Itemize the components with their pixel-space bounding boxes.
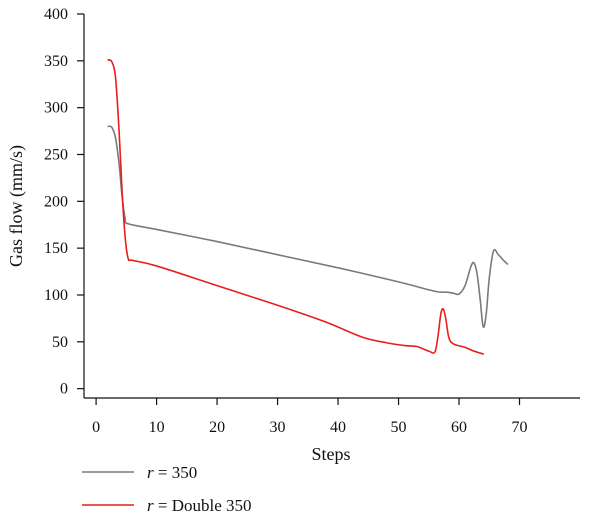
y-tick-label: 150 — [44, 240, 68, 257]
legend-var: r — [147, 463, 154, 482]
legend-text: = 350 — [154, 463, 198, 482]
series-line-2 — [107, 59, 485, 355]
y-axis-ticks: 0 50 100 150 200 250 300 350 400 — [44, 6, 84, 398]
x-tick-label: 70 — [512, 419, 528, 436]
x-tick-label: 60 — [451, 419, 467, 436]
x-tick-label: 50 — [391, 419, 407, 436]
y-axis-label: Gas flow (mm/s) — [6, 145, 27, 267]
y-tick-label: 350 — [44, 53, 68, 70]
legend-var: r — [147, 496, 154, 515]
y-tick-label: 200 — [44, 193, 68, 210]
x-axis-label: Steps — [311, 444, 350, 464]
y-tick-label: 300 — [44, 100, 68, 117]
x-tick-label: 20 — [209, 419, 225, 436]
y-tick-label: 0 — [60, 381, 68, 398]
y-tick-label: 400 — [44, 6, 68, 23]
legend-label-1: r = 350 — [147, 463, 197, 482]
y-tick-label: 50 — [52, 334, 68, 351]
legend-text: = Double 350 — [154, 496, 252, 515]
plot-frame — [83, 14, 580, 399]
y-tick-label: 100 — [44, 287, 68, 304]
y-tick-label: 250 — [44, 146, 68, 163]
series-lines — [107, 59, 509, 355]
x-tick-label: 40 — [330, 419, 346, 436]
x-tick-label: 10 — [149, 419, 165, 436]
legend-label-2: r = Double 350 — [147, 496, 252, 515]
x-axis-ticks: 0 10 20 30 40 50 60 70 — [92, 398, 528, 436]
series-line-1 — [107, 125, 509, 329]
x-tick-label: 30 — [270, 419, 286, 436]
x-tick-label: 0 — [92, 419, 100, 436]
